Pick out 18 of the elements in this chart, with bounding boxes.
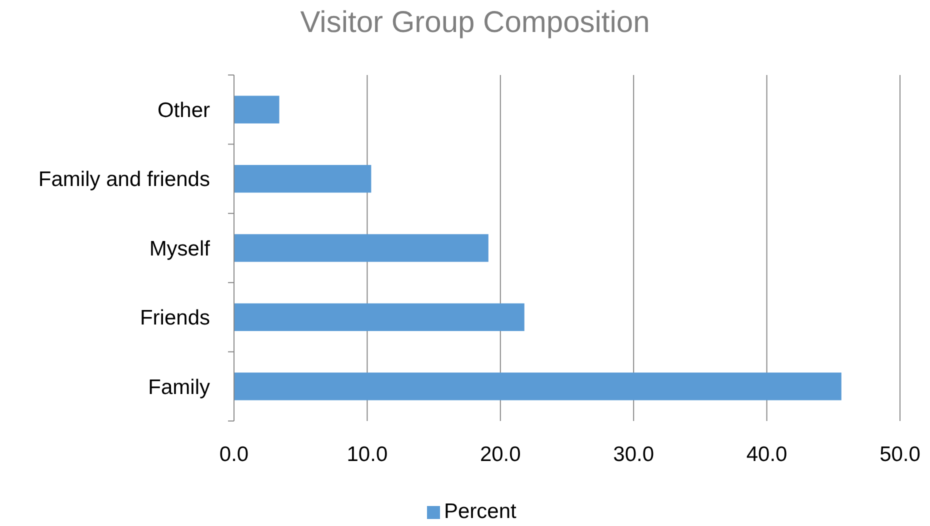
- y-tick-label: Friends: [140, 306, 210, 330]
- y-tick-label: Family: [148, 376, 210, 399]
- x-tick-label: 10.0: [346, 443, 388, 466]
- y-tick-label: Family and friends: [38, 168, 210, 192]
- bar: [234, 234, 488, 262]
- bar: [234, 164, 372, 193]
- x-tick-label: 50.0: [880, 443, 920, 466]
- x-tick-label: 0.0: [219, 443, 249, 466]
- legend-label: Percent: [444, 500, 517, 523]
- bar: [234, 372, 842, 400]
- y-tick-label: Other: [157, 98, 210, 122]
- chart-title: Visitor Group Composition: [300, 6, 650, 39]
- bar: [234, 303, 524, 332]
- x-tick-label: 20.0: [480, 443, 521, 466]
- x-tick-label: 40.0: [746, 443, 788, 466]
- x-tick-label: 30.0: [613, 443, 654, 466]
- y-tick-label: Myself: [149, 237, 210, 260]
- bar: [234, 96, 280, 124]
